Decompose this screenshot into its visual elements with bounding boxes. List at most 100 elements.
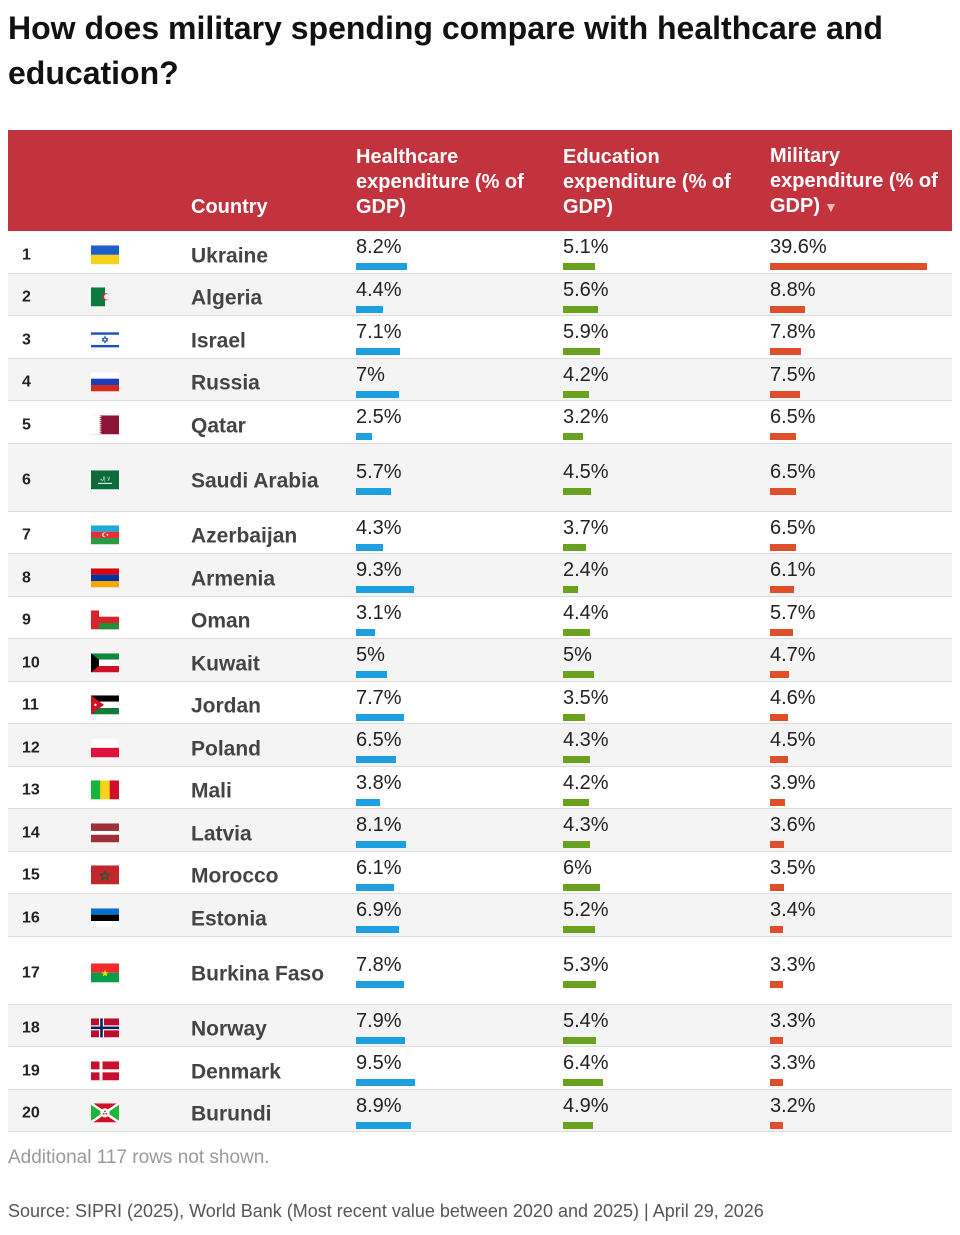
rank-number: 5 [22, 416, 31, 434]
healthcare-bar [356, 586, 414, 593]
military-value: 3.2% [770, 1094, 816, 1117]
healthcare-value: 7.8% [356, 953, 402, 976]
country-name: Poland [191, 737, 262, 760]
healthcare-bar [356, 756, 397, 763]
mali-flag-icon [91, 780, 119, 800]
military-value: 3.3% [770, 1009, 816, 1032]
healthcare-cell: 8.9% [356, 1094, 412, 1129]
kuwait-flag-icon [91, 653, 119, 673]
latvia-flag-icon [91, 823, 119, 843]
military-value: 4.5% [770, 729, 816, 751]
military-bar [770, 487, 796, 495]
header-military-label: Military expenditure (% of GDP) [770, 145, 938, 217]
military-value: 6.5% [770, 406, 816, 428]
table-row: 4 Russia 7% 4.2% 7.5% [8, 358, 952, 401]
healthcare-cell: 9.5% [356, 1051, 415, 1086]
header-healthcare[interactable]: Healthcare expenditure (% of GDP) [356, 146, 524, 218]
military-bar [770, 756, 788, 763]
table-row: 12 Poland 6.5% 4.3% 4.5% [8, 724, 952, 767]
rank-number: 6 [22, 471, 31, 489]
table-row: 16 Estonia 6.9% 5.2% 3.4% [8, 894, 952, 937]
healthcare-cell: 3.1% [356, 601, 402, 636]
healthcare-value: 8.9% [356, 1094, 402, 1117]
education-bar [563, 926, 596, 933]
algeria-flag-icon [91, 287, 119, 307]
education-value: 4.9% [563, 1094, 609, 1117]
healthcare-value: 9.5% [356, 1052, 402, 1074]
oman-flag-icon [91, 610, 119, 630]
healthcare-cell: 4.3% [356, 516, 402, 551]
table-row: 15 Morocco 6.1% 6% 3.5% [8, 852, 952, 894]
military-bar [770, 543, 796, 551]
rank-number: 9 [22, 611, 31, 629]
table-row: 2 Algeria 4.4% 5.6% 8.8% [8, 273, 952, 316]
healthcare-bar [356, 798, 380, 806]
country-name: Mali [191, 779, 232, 803]
healthcare-cell: 2.5% [356, 405, 402, 440]
education-value: 5.1% [563, 236, 609, 258]
education-value: 2.4% [563, 559, 609, 581]
table-row: 17 Burkina Faso 7.8% 5.3% 3.3% [8, 937, 952, 1005]
rank-number: 20 [22, 1104, 40, 1122]
education-bar [563, 487, 591, 495]
education-bar [563, 586, 578, 593]
military-value: 6.5% [770, 460, 816, 483]
education-cell: 5.1% [563, 235, 609, 270]
military-cell: 6.5% [770, 516, 816, 551]
military-cell: 3.6% [770, 813, 816, 848]
table-row: 8 Armenia 9.3% 2.4% 6.1% [8, 554, 952, 597]
military-value: 4.7% [770, 644, 816, 666]
military-cell: 7.8% [770, 320, 816, 355]
healthcare-bar [356, 980, 405, 988]
healthcare-cell: 7% [356, 363, 400, 398]
education-bar [563, 798, 590, 806]
data-table: Country Healthcare expenditure (% of GDP… [8, 130, 952, 1132]
military-bar [770, 433, 796, 440]
rank-number: 7 [22, 526, 31, 544]
healthcare-bar [356, 433, 372, 440]
military-bar [770, 348, 801, 355]
military-bar [770, 586, 795, 593]
military-cell: 4.6% [770, 686, 816, 721]
rank-number: 15 [22, 866, 40, 884]
healthcare-bar [356, 883, 394, 891]
education-value: 6% [563, 856, 592, 879]
header-country[interactable]: Country [191, 196, 268, 218]
header-military[interactable]: Military expenditure (% of GDP) ▼ [770, 144, 940, 220]
military-value: 6.1% [770, 559, 816, 581]
healthcare-value: 3.1% [356, 601, 402, 624]
rank-number: 18 [22, 1019, 40, 1037]
military-cell: 8.8% [770, 278, 816, 313]
chart-title: How does military spending compare with … [8, 10, 883, 91]
military-cell: 6.5% [770, 405, 816, 440]
education-cell: 4.9% [563, 1094, 609, 1129]
education-value: 6.4% [563, 1052, 609, 1074]
military-bar [770, 883, 784, 891]
healthcare-bar [356, 305, 384, 313]
country-name: Israel [191, 329, 246, 352]
military-cell: 6.1% [770, 558, 816, 593]
education-cell: 4.3% [563, 728, 609, 763]
military-bar [770, 305, 805, 313]
burundi-flag-icon [90, 1102, 120, 1124]
table-row: 6 لا إله Saudi Arabia 5.7% 4.5% 6.5% [8, 443, 952, 512]
rank-number: 19 [22, 1062, 40, 1080]
qatar-flag-icon [91, 415, 119, 435]
military-value: 3.6% [770, 814, 816, 836]
source-note: Source: SIPRI (2025), World Bank (Most r… [8, 1201, 764, 1221]
military-value: 4.6% [770, 686, 816, 709]
rank-number: 13 [22, 781, 40, 799]
poland-flag-icon [90, 737, 120, 758]
education-cell: 4.2% [563, 771, 609, 806]
healthcare-value: 8.2% [356, 236, 402, 258]
table-row: 10 Kuwait 5% 5% 4.7% [8, 639, 952, 682]
healthcare-bar [356, 671, 387, 678]
table-row: 9 Oman 3.1% 4.4% 5.7% [8, 597, 952, 639]
military-cell: 3.9% [770, 771, 816, 806]
estonia-flag-icon [91, 908, 119, 928]
education-bar [563, 1121, 594, 1129]
education-value: 4.2% [563, 771, 609, 794]
header-education[interactable]: Education expenditure (% of GDP) [563, 146, 731, 218]
military-value: 6.5% [770, 516, 816, 539]
military-cell: 5.7% [770, 601, 816, 636]
